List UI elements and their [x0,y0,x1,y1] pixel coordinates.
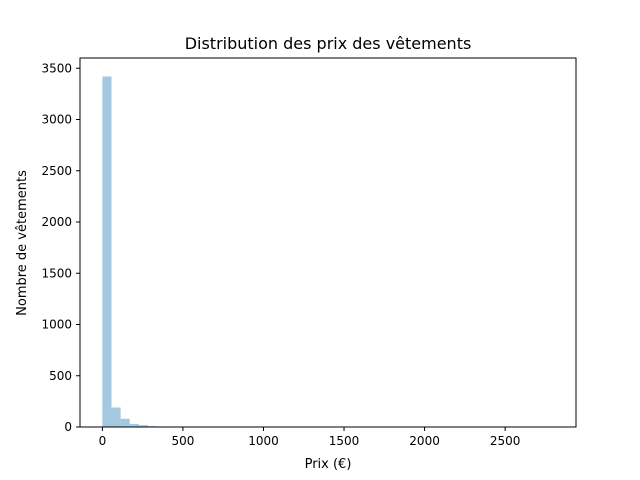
x-tick-label: 1000 [248,434,279,448]
histogram-bar-1 [112,408,121,427]
x-tick-label: 500 [171,434,194,448]
x-axis-label: Prix (€) [305,457,352,472]
y-tick-label: 3500 [41,61,72,75]
y-tick-label: 2000 [41,215,72,229]
x-tick-label: 1500 [329,434,360,448]
y-axis-label: Nombre de vêtements [15,170,30,316]
x-tick-label: 2500 [490,434,521,448]
y-tick-label: 1000 [41,318,72,332]
y-tick-label: 500 [49,369,72,383]
chart-title: Distribution des prix des vêtements [185,34,472,53]
x-tick-label: 2000 [409,434,440,448]
y-tick-label: 0 [64,420,72,434]
x-tick-label: 0 [99,434,107,448]
y-tick-label: 3000 [41,113,72,127]
histogram-bar-2 [121,419,130,427]
y-tick-label: 2500 [41,164,72,178]
y-tick-label: 1500 [41,266,72,280]
histogram-bar-0 [102,76,111,427]
